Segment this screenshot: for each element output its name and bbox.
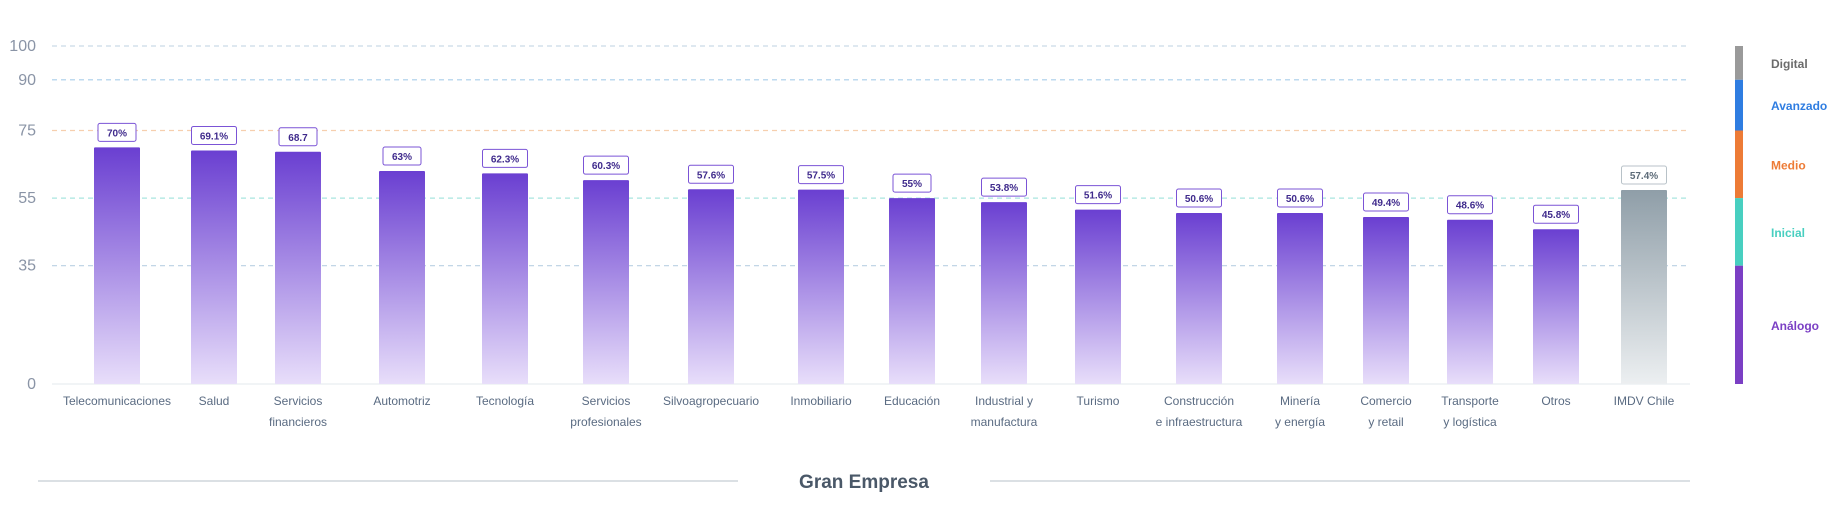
x-tick-label: y energía <box>1275 415 1325 429</box>
legend-label: Análogo <box>1771 319 1819 333</box>
data-label: 57.6% <box>697 170 725 181</box>
bar <box>981 202 1027 384</box>
bar <box>889 198 935 384</box>
x-tick-label: profesionales <box>570 415 641 429</box>
data-label-box <box>1447 195 1493 215</box>
data-label: 69.1% <box>200 131 228 142</box>
legend-band <box>1735 265 1743 384</box>
data-label-box <box>482 148 528 168</box>
data-label-box <box>97 122 137 142</box>
data-label: 57.4% <box>1630 171 1658 182</box>
legend-label: Digital <box>1771 57 1808 71</box>
data-label: 62.3% <box>491 154 519 165</box>
x-axis-title: Gran Empresa <box>799 472 929 493</box>
data-label: 53.8% <box>990 183 1018 194</box>
x-tick-label: Transporte <box>1441 394 1499 408</box>
x-tick-label: Servicios <box>274 394 323 408</box>
data-label-box <box>191 125 237 145</box>
data-label-box <box>1363 192 1409 212</box>
y-tick-label: 35 <box>18 258 36 275</box>
legend-band <box>1735 130 1743 199</box>
y-tick-label: 90 <box>18 72 36 89</box>
data-label-box <box>798 165 844 185</box>
data-label-box <box>688 164 734 184</box>
data-label-box <box>583 155 629 175</box>
bar <box>379 171 425 384</box>
x-tick-label: manufactura <box>971 415 1038 429</box>
y-tick-label: 55 <box>18 190 36 207</box>
data-label-box <box>1621 165 1667 185</box>
x-tick-label: Silvoagropecuario <box>663 394 759 408</box>
data-label: 49.4% <box>1372 198 1400 209</box>
bar <box>275 151 321 384</box>
legend-label: Medio <box>1771 158 1806 172</box>
x-tick-label: Otros <box>1541 394 1570 408</box>
data-label-box <box>1277 188 1323 208</box>
x-tick-label: IMDV Chile <box>1614 394 1675 408</box>
data-label-box <box>278 127 318 147</box>
legend-band <box>1735 79 1743 131</box>
bar <box>1277 212 1323 384</box>
x-tick-label: e infraestructura <box>1156 415 1243 429</box>
bar <box>482 173 528 384</box>
x-tick-label: Industrial y <box>975 394 1033 408</box>
y-tick-label: 75 <box>18 123 36 140</box>
data-label: 70% <box>107 128 127 139</box>
bar <box>94 147 140 384</box>
x-tick-label: Educación <box>884 394 940 408</box>
x-tick-label: Salud <box>199 394 230 408</box>
data-label: 51.6% <box>1084 191 1112 202</box>
legend-band <box>1735 46 1743 80</box>
bar <box>1621 189 1667 384</box>
y-tick-label: 0 <box>27 376 36 393</box>
x-tick-label: Inmobiliario <box>790 394 852 408</box>
x-tick-label: Turismo <box>1077 394 1120 408</box>
data-label: 68.7 <box>288 133 308 144</box>
x-tick-label: Tecnología <box>476 394 534 408</box>
data-label-box <box>1075 185 1121 205</box>
data-label: 45.8% <box>1542 210 1570 221</box>
bar <box>583 180 629 384</box>
data-label: 63% <box>392 152 412 163</box>
data-label: 48.6% <box>1456 201 1484 212</box>
x-tick-label: Minería <box>1280 394 1320 408</box>
legend-band <box>1735 198 1743 266</box>
x-tick-label: Comercio <box>1360 394 1412 408</box>
bar <box>191 150 237 384</box>
x-tick-label: y logística <box>1443 415 1497 429</box>
bar <box>688 189 734 384</box>
data-label: 50.6% <box>1286 194 1314 205</box>
bar <box>798 189 844 384</box>
x-tick-label: y retail <box>1368 415 1403 429</box>
data-label-box <box>1533 204 1579 224</box>
x-tick-label: Servicios <box>582 394 631 408</box>
data-label-box <box>1176 188 1222 208</box>
bar <box>1447 219 1493 384</box>
x-tick-label: Construcción <box>1164 394 1234 408</box>
bar <box>1075 209 1121 384</box>
bar <box>1176 212 1222 384</box>
data-label-box <box>892 173 932 193</box>
data-label: 57.5% <box>807 171 835 182</box>
x-tick-label: Automotriz <box>373 394 430 408</box>
y-tick-label: 100 <box>9 38 36 55</box>
data-label: 60.3% <box>592 161 620 172</box>
data-label-box <box>981 177 1027 197</box>
x-tick-label: financieros <box>269 415 327 429</box>
data-label-box <box>382 146 422 166</box>
bar <box>1363 217 1409 384</box>
bar <box>1533 229 1579 384</box>
legend-label: Avanzado <box>1771 99 1827 113</box>
x-tick-label: Telecomunicaciones <box>63 394 171 408</box>
data-label: 50.6% <box>1185 194 1213 205</box>
legend-label: Inicial <box>1771 226 1805 240</box>
data-label: 55% <box>902 179 922 190</box>
